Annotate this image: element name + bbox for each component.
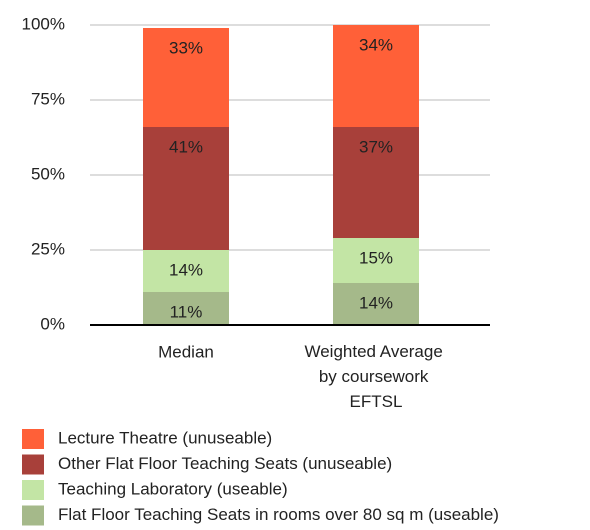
x-tick-label: Weighted Average by coursework EFTSL bbox=[304, 342, 447, 411]
y-tick-label: 25% bbox=[31, 239, 65, 258]
bar-segment bbox=[333, 283, 419, 325]
bar-segment bbox=[143, 127, 229, 250]
legend-swatch bbox=[22, 429, 44, 449]
x-tick-label: Median bbox=[158, 342, 214, 361]
legend-label: Teaching Laboratory (useable) bbox=[58, 479, 288, 498]
legend-swatch bbox=[22, 505, 44, 526]
legend-swatch bbox=[22, 454, 44, 475]
data-label: 14% bbox=[359, 293, 393, 312]
data-label: 11% bbox=[170, 302, 203, 321]
bar-segment bbox=[333, 238, 419, 283]
data-label: 34% bbox=[359, 35, 393, 54]
legend-label: Lecture Theatre (unuseable) bbox=[58, 428, 272, 447]
bar-segment bbox=[333, 127, 419, 238]
bar-segment bbox=[143, 28, 229, 127]
bar-segment bbox=[143, 250, 229, 292]
legend-label: Flat Floor Teaching Seats in rooms over … bbox=[58, 505, 499, 524]
legend-swatch bbox=[22, 480, 44, 500]
y-tick-label: 0% bbox=[40, 314, 65, 333]
data-label: 37% bbox=[359, 137, 393, 156]
data-label: 41% bbox=[169, 137, 203, 156]
y-tick-label: 50% bbox=[31, 164, 65, 183]
y-tick-label: 100% bbox=[22, 14, 65, 33]
data-label: 14% bbox=[169, 260, 203, 279]
data-label: 33% bbox=[169, 38, 203, 57]
legend-label: Other Flat Floor Teaching Seats (unuseab… bbox=[58, 454, 392, 473]
y-tick-label: 75% bbox=[31, 89, 65, 108]
data-label: 15% bbox=[359, 248, 393, 267]
bar-segment bbox=[143, 292, 229, 325]
bar-segment bbox=[333, 25, 419, 127]
